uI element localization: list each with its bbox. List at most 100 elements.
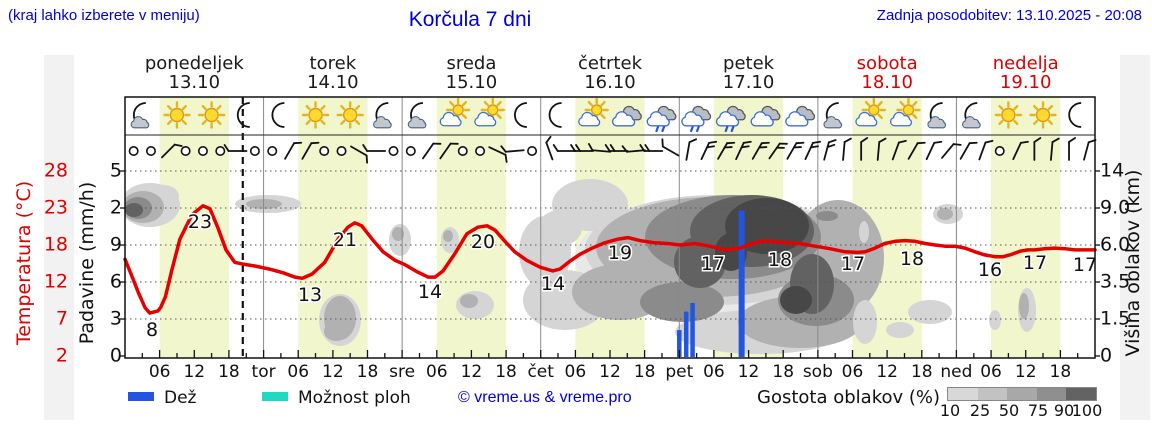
cloud-scale-tick-label: 25 (969, 401, 991, 420)
cloud-scale-tick-label: 90 (1053, 401, 1075, 420)
day-date: 16.10 (584, 72, 636, 93)
moon-icon (236, 102, 250, 128)
calm-wind-icon (527, 146, 538, 157)
cloud-icon (439, 111, 462, 127)
wind-barb-icon (735, 140, 752, 161)
calm-wind-icon (215, 146, 226, 157)
wind-barb-icon (570, 144, 594, 152)
cloud-cover-legend-label: Gostota oblakov (%) (757, 387, 941, 408)
hour-label: 06 (980, 362, 1002, 382)
cloud-icon (750, 111, 774, 127)
day-name: torek (309, 53, 357, 74)
moon-icon (548, 102, 562, 128)
axis-tick-label: 9 (109, 233, 122, 256)
day-header: torek 14.10 (307, 54, 359, 92)
temperature-axis-label: Temperatura (°C) (13, 180, 35, 346)
wind-barb-icon (768, 142, 788, 160)
wind-barb-icon (552, 144, 577, 152)
wind-barb-icon (685, 138, 698, 161)
rain-drops-icon (655, 125, 666, 133)
day-date: 18.10 (861, 72, 913, 93)
cloud-icon (373, 116, 392, 129)
svg-text:17: 17 (1073, 254, 1097, 276)
hour-label: 12 (1014, 362, 1037, 382)
day-date: 14.10 (307, 72, 359, 93)
location-menu-note: (kraj lahko izberete v meniju) (8, 7, 200, 24)
wind-barb-icon (907, 141, 926, 160)
calm-wind-icon (319, 146, 330, 157)
page-title: Korčula 7 dni (408, 8, 532, 31)
hour-label: 18 (218, 362, 240, 382)
svg-text:18: 18 (768, 249, 792, 271)
axis-tick-label: 3 (109, 307, 122, 330)
wind-barb-icon (1012, 140, 1029, 161)
day-header: četrtek 16.10 (578, 54, 642, 92)
wind-barb-icon (661, 138, 680, 157)
cloud-icon (962, 116, 981, 129)
showers-legend-label: Možnost ploh (298, 388, 411, 408)
wind-barb-icon (891, 139, 907, 161)
wind-barb-icon (284, 141, 303, 160)
day-date: 17.10 (722, 72, 775, 93)
sun-icon (163, 101, 191, 129)
precipitation-axis-label: Padavine (mm/h) (76, 181, 98, 345)
copyright-link[interactable]: © vreme.us & vreme.pro (458, 389, 632, 406)
hour-label: 12 (460, 362, 483, 382)
hour-label: 12 (876, 362, 898, 382)
svg-text:21: 21 (333, 229, 357, 251)
rain-drops-icon (690, 125, 700, 133)
cloud-scale-segment (1066, 388, 1096, 400)
precipitation-bars (677, 210, 745, 357)
sun-icon (197, 101, 226, 129)
wind-barb-icon (301, 141, 320, 160)
showers-legend-swatch (262, 392, 288, 401)
day-name: sobota (856, 53, 918, 74)
day-name: četrtek (578, 53, 642, 74)
cloud-scale-tick-label: 50 (998, 401, 1020, 420)
wind-barb-icon (978, 139, 994, 161)
axis-tick-label: 18 (43, 233, 68, 256)
svg-text:16: 16 (978, 259, 1002, 281)
wind-barb-icon (751, 141, 770, 160)
axis-tick-label: 1.5 (1100, 307, 1131, 330)
sun-icon (301, 101, 330, 129)
calm-wind-icon (336, 146, 347, 157)
day-abbrev-label: sre (389, 362, 416, 382)
hour-label: 12 (599, 362, 621, 382)
hour-label: 12 (737, 362, 760, 382)
day-separator-lines (263, 97, 957, 358)
hour-label: 18 (495, 362, 517, 382)
wind-barb-icon (876, 137, 887, 161)
cloud-icon (646, 111, 670, 127)
wind-barb-icon (362, 144, 387, 152)
day-header: nedelja 19.10 (993, 54, 1059, 92)
wind-barb-icon (639, 144, 664, 152)
hour-label: 18 (356, 362, 379, 382)
cloud-scale-segment (977, 388, 1008, 400)
axis-tick-label: 2 (55, 344, 68, 367)
wind-barb-icon (488, 146, 508, 163)
hour-label: 18 (1049, 362, 1072, 382)
cloud-icon (407, 116, 427, 129)
axis-tick-label: 6.0 (1100, 233, 1131, 256)
cloud-icon (130, 116, 150, 129)
axis-tick-label: 7 (55, 307, 68, 330)
svg-text:14: 14 (541, 273, 565, 295)
cloud-icon (474, 111, 497, 127)
calm-wind-icon (267, 146, 278, 157)
wind-barb-icon (223, 144, 248, 152)
day-name: ponedeljek (144, 53, 244, 74)
svg-text:17: 17 (841, 253, 865, 275)
day-name: petek (723, 53, 775, 74)
svg-text:23: 23 (188, 211, 212, 233)
cloud-scale-segment (948, 388, 978, 400)
rain-drops-icon (724, 125, 735, 133)
svg-text:20: 20 (471, 231, 495, 253)
cloud-scale-tick-label: 10 (939, 401, 961, 420)
day-abbrev-label: čet (527, 362, 554, 382)
day-name: nedelja (992, 53, 1059, 74)
axis-tick-label: 28 (43, 159, 68, 182)
svg-text:8: 8 (146, 319, 158, 341)
